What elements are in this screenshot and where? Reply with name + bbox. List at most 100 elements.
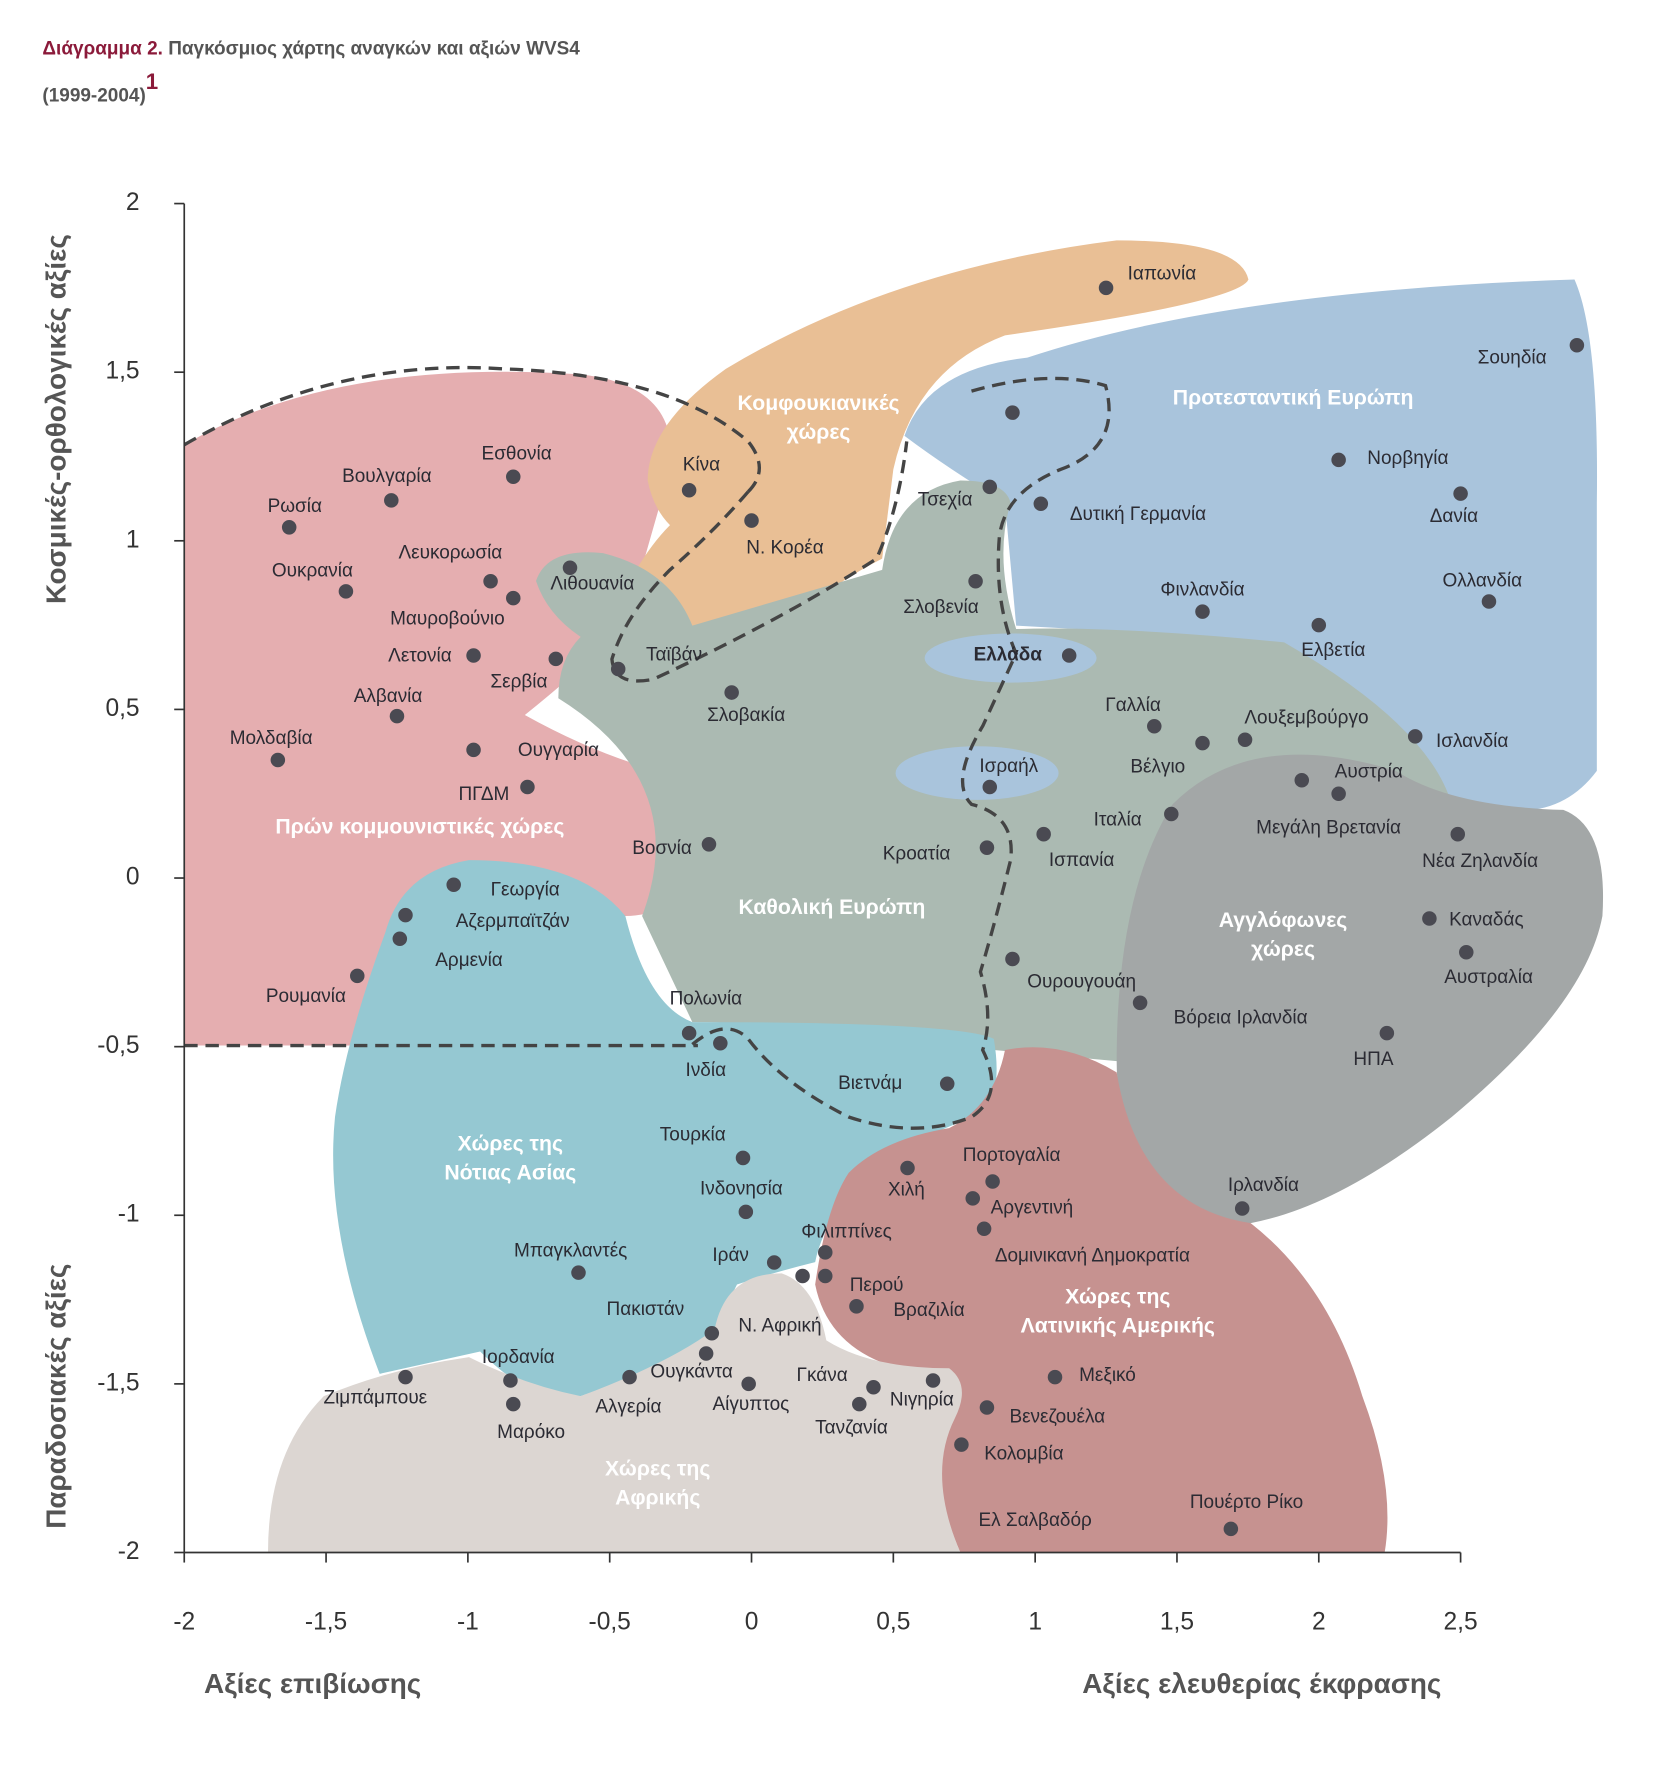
point	[1407, 729, 1423, 744]
annotation: Ελ Σαλβαδόρ	[978, 1510, 1092, 1531]
region-ex-communist	[184, 371, 732, 1046]
point	[506, 469, 521, 484]
point-label: Γαλλία	[1105, 695, 1161, 716]
point	[681, 482, 697, 498]
point	[338, 584, 354, 599]
point-label: Λετονία	[388, 646, 452, 667]
y-tick-label: -1,5	[97, 1369, 139, 1396]
point	[1147, 719, 1162, 734]
point-label: Μεξικό	[1079, 1365, 1136, 1386]
point-label: Μπαγκλαντές	[514, 1240, 627, 1261]
point	[389, 708, 405, 724]
y-tick-label: 0	[126, 864, 140, 891]
point	[1331, 786, 1346, 801]
boundary	[691, 376, 1111, 1130]
point-label: Ουρουγουάη	[1027, 971, 1136, 992]
point	[985, 1174, 1000, 1189]
point	[1195, 735, 1210, 751]
x-tick-label: -1,5	[305, 1608, 347, 1635]
point-label: Εσθονία	[482, 443, 552, 464]
point-label: Βέλγιο	[1130, 757, 1185, 778]
point	[1098, 280, 1114, 296]
point-label: Ιρλανδία	[1228, 1175, 1299, 1196]
point-label: Βενεζουέλα	[1009, 1407, 1105, 1428]
point-label: Ιταλία	[1094, 810, 1142, 831]
point	[704, 1326, 720, 1341]
point	[852, 1396, 867, 1412]
point	[713, 1036, 728, 1051]
y-tick-label: -1	[118, 1201, 140, 1228]
title-prefix: Διάγραμμα 2.	[42, 38, 162, 59]
point	[849, 1299, 864, 1314]
x-tick-label: -2	[173, 1608, 195, 1635]
point-label: Αλβανία	[354, 686, 423, 707]
x-axis-label: Αξίες ελευθερίας έκφρασης	[1082, 1668, 1441, 1699]
point-label: Πουέρτο Ρίκο	[1190, 1492, 1303, 1513]
point-label: Γκάνα	[797, 1365, 848, 1386]
point	[1005, 951, 1020, 967]
point	[795, 1268, 810, 1284]
region-south-asia	[333, 860, 997, 1399]
point	[1132, 995, 1148, 1011]
x-tick-label: 1	[1028, 1608, 1042, 1635]
point	[681, 1025, 697, 1041]
region-label: Λατινικής Αμερικής	[1021, 1315, 1215, 1338]
point	[503, 1373, 518, 1388]
point-label: Μαυροβούνιο	[390, 608, 505, 629]
point	[1036, 826, 1051, 842]
title-line2: (1999-2004)1	[42, 69, 158, 107]
point-label: Μαρόκο	[497, 1422, 565, 1443]
point	[398, 907, 413, 923]
point-label: Περού	[850, 1275, 904, 1296]
point-label: Ουγκάντα	[650, 1362, 733, 1383]
point	[818, 1245, 833, 1260]
y-tick-label: -0,5	[97, 1032, 139, 1059]
point-label: Αυστρία	[1335, 762, 1403, 783]
point-label: Τανζανία	[815, 1418, 888, 1439]
y-axis-label: Κοσμικές-ορθολογικές αξίες	[40, 234, 71, 604]
region-greece	[924, 633, 1097, 683]
point-label: Φινλανδία	[1160, 579, 1244, 600]
point	[1237, 732, 1253, 748]
title: Παγκόσμιος χάρτης αναγκών και αξιών WVS4	[168, 38, 580, 59]
point	[1379, 1025, 1395, 1041]
chart-title: Διάγραμμα 2. Παγκόσμιος χάρτης αναγκών κ…	[42, 38, 580, 59]
point-label: Βοσνία	[632, 838, 692, 859]
x-tick-label: 0	[745, 1608, 759, 1635]
region-label: Αγγλόφωνες	[1219, 909, 1348, 932]
point-label: Βουλγαρία	[342, 466, 432, 487]
point-label: ΗΠΑ	[1353, 1049, 1393, 1070]
x-tick-label: -1	[457, 1608, 479, 1635]
x-tick-label: 0,5	[876, 1608, 910, 1635]
point-label: Μολδαβία	[230, 728, 313, 749]
point-label: Τουρκία	[660, 1125, 726, 1146]
x-tick-label: 2,5	[1444, 1608, 1478, 1635]
point	[281, 520, 297, 535]
point-label: Ελβετία	[1301, 640, 1365, 661]
point-label: Ινδονησία	[700, 1179, 783, 1200]
region-label: Πρών κομμουνιστικές χώρες	[275, 815, 564, 838]
point	[1450, 826, 1466, 842]
point	[1061, 648, 1077, 663]
point	[979, 1400, 995, 1415]
x-tick-label: -0,5	[589, 1608, 631, 1635]
point	[1569, 337, 1585, 353]
point-label: Ιαπωνία	[1128, 263, 1197, 284]
region-label: Χώρες της	[1065, 1286, 1170, 1309]
point-label: Φιλιππίνες	[801, 1221, 892, 1242]
point-label: Κίνα	[683, 455, 720, 476]
region-label: Χώρες της	[458, 1133, 563, 1156]
point-label: Αρμενία	[435, 950, 503, 971]
point	[446, 877, 461, 893]
x-axis-label: Αξίες επιβίωσης	[204, 1668, 421, 1699]
point-label: ΠΓΔΜ	[458, 784, 509, 805]
point	[1005, 405, 1020, 420]
region-label: χώρες	[1251, 938, 1315, 961]
point	[965, 1191, 981, 1206]
annotation: Πακιστάν	[607, 1299, 685, 1320]
region-label: χώρες	[787, 421, 851, 444]
point	[939, 1076, 955, 1092]
point-label: Ελλάδα	[974, 644, 1043, 665]
point-label: Δομινικανή Δημοκρατία	[995, 1246, 1190, 1267]
